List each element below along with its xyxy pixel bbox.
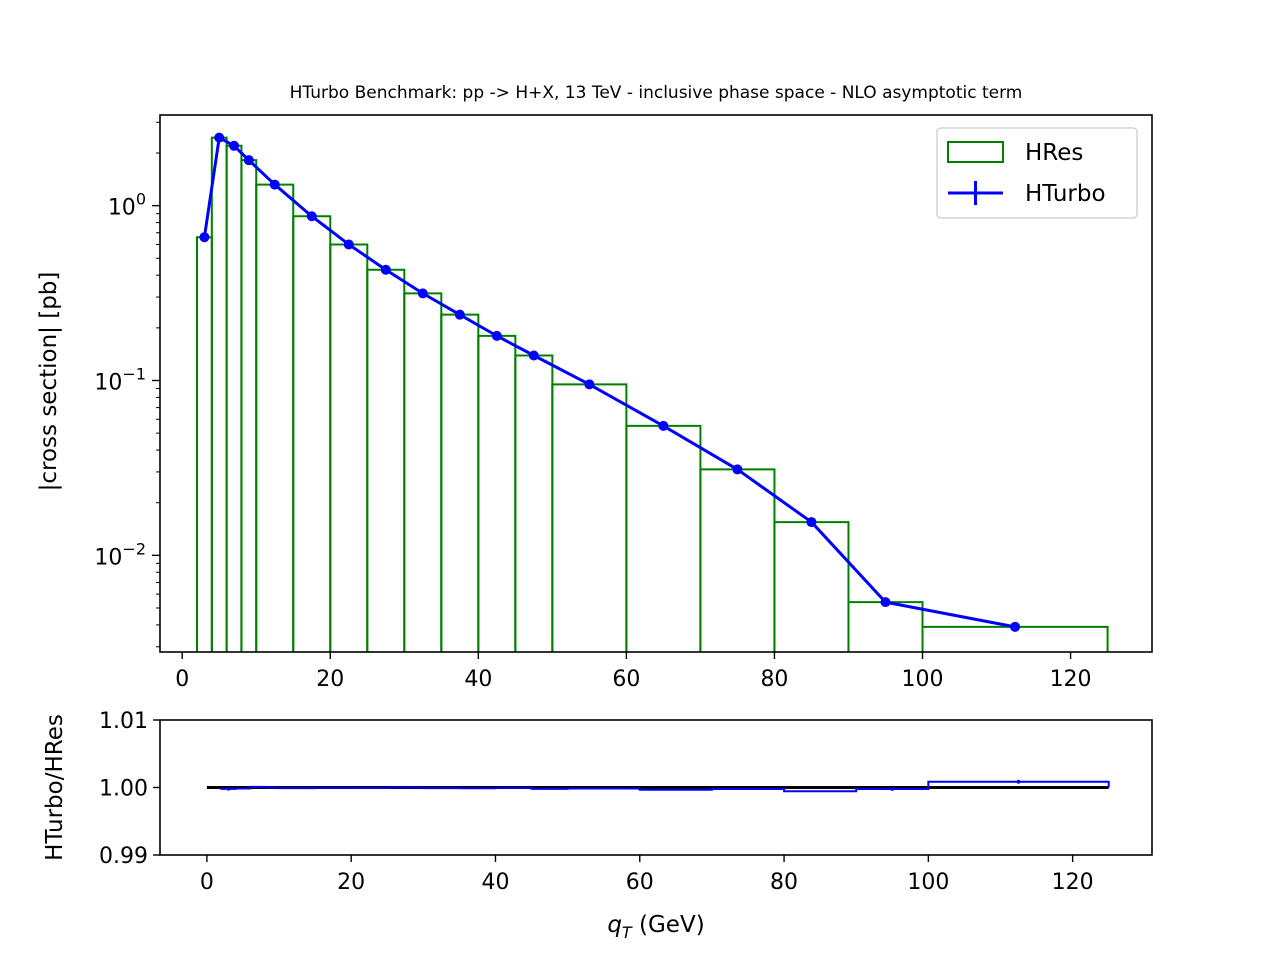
ratio-x-tick-label: 80 <box>770 870 798 895</box>
x-axis-label-unit: (GeV) <box>632 912 705 938</box>
x-tick-label: 100 <box>902 667 944 692</box>
chart-title: HTurbo Benchmark: pp -> H+X, 13 TeV - in… <box>290 83 1023 103</box>
hres-bar <box>292 215 332 652</box>
hturbo-point <box>732 464 743 475</box>
x-tick-label: 120 <box>1050 667 1092 692</box>
hres-bar <box>240 159 258 652</box>
hres-bar <box>225 144 243 652</box>
legend-hres-label: HRes <box>1025 140 1083 166</box>
hturbo-series <box>199 132 1021 632</box>
y-tick-label: 100 <box>108 190 146 221</box>
hres-bar <box>514 354 554 652</box>
hturbo-point <box>306 211 317 222</box>
y-tick-base: 10 <box>108 196 136 221</box>
ratio-y-axis-label: HTurbo/HRes <box>42 714 68 861</box>
hturbo-point <box>380 264 391 275</box>
y-tick-exponent: −2 <box>122 539 146 558</box>
hres-bar <box>699 468 776 652</box>
ratio-x-tick-label: 100 <box>907 870 949 895</box>
x-axis-label-subscript: T <box>622 923 633 942</box>
x-tick-label: 40 <box>464 667 492 692</box>
hturbo-point <box>491 330 502 341</box>
main-panel: HTurbo Benchmark: pp -> H+X, 13 TeV - in… <box>36 83 1153 692</box>
x-axis-label-main: q <box>607 912 622 938</box>
ratio-x-tick-label: 60 <box>626 870 654 895</box>
ratio-step <box>220 780 1110 793</box>
y-tick-exponent: −1 <box>122 364 146 383</box>
ratio-y-tick-label: 1.00 <box>99 777 148 802</box>
hturbo-point <box>1010 621 1021 632</box>
hres-bar <box>329 243 369 652</box>
hres-bar <box>551 383 628 652</box>
hturbo-point <box>528 350 539 361</box>
hturbo-point <box>658 420 669 431</box>
ratio-panel: 0 20 40 60 80 100 120 0.99 1.00 1.01 qT (GeV) HTurb… <box>42 709 1153 942</box>
ratio-y-tick-label: 1.01 <box>99 709 148 734</box>
legend-box <box>936 127 1138 219</box>
ratio-x-tick-label: 20 <box>337 870 365 895</box>
hturbo-point <box>243 155 254 166</box>
x-tick-label: 20 <box>316 667 344 692</box>
legend-hres-swatch <box>947 141 1004 163</box>
hturbo-point <box>454 309 465 320</box>
hres-bar <box>847 601 924 652</box>
y-tick-label: 10−2 <box>94 539 146 570</box>
x-tick-label: 60 <box>612 667 640 692</box>
hres-bar <box>440 313 480 652</box>
ratio-series <box>220 779 1110 793</box>
x-tick-label: 80 <box>760 667 788 692</box>
hturbo-point <box>880 597 891 608</box>
ratio-y-tick-label: 0.99 <box>99 844 148 869</box>
hturbo-point <box>214 132 225 143</box>
x-tick-label: 0 <box>175 667 189 692</box>
hturbo-point <box>584 379 595 390</box>
legend: HRes HTurbo <box>936 127 1138 219</box>
hres-bar <box>196 236 213 652</box>
hturbo-point <box>229 140 240 151</box>
y-tick-label: 10−1 <box>94 364 146 395</box>
hres-bar <box>403 292 443 652</box>
hres-bar <box>477 334 517 652</box>
x-axis-label: qT (GeV) <box>607 912 704 942</box>
hres-bar <box>210 136 228 652</box>
y-axis-label: |cross section| [pb] <box>36 272 62 492</box>
y-tick-base: 10 <box>94 545 122 570</box>
y-tick-exponent: 0 <box>136 190 146 209</box>
hturbo-point <box>199 232 210 243</box>
hturbo-point <box>343 239 354 250</box>
main-axes-frame <box>159 114 1153 653</box>
ratio-x-tick-label: 40 <box>481 870 509 895</box>
y-tick-base: 10 <box>94 370 122 395</box>
hturbo-point <box>806 517 817 528</box>
hres-bar <box>773 521 850 652</box>
hres-bar <box>366 268 406 652</box>
hturbo-point <box>417 288 428 299</box>
ratio-x-tick-label: 0 <box>200 870 214 895</box>
hturbo-line <box>202 136 1016 629</box>
legend-hturbo-label: HTurbo <box>1025 181 1106 207</box>
ratio-x-tick-label: 120 <box>1052 870 1094 895</box>
hres-bar <box>625 424 702 652</box>
hres-bar <box>255 183 295 652</box>
hturbo-point <box>269 179 280 190</box>
